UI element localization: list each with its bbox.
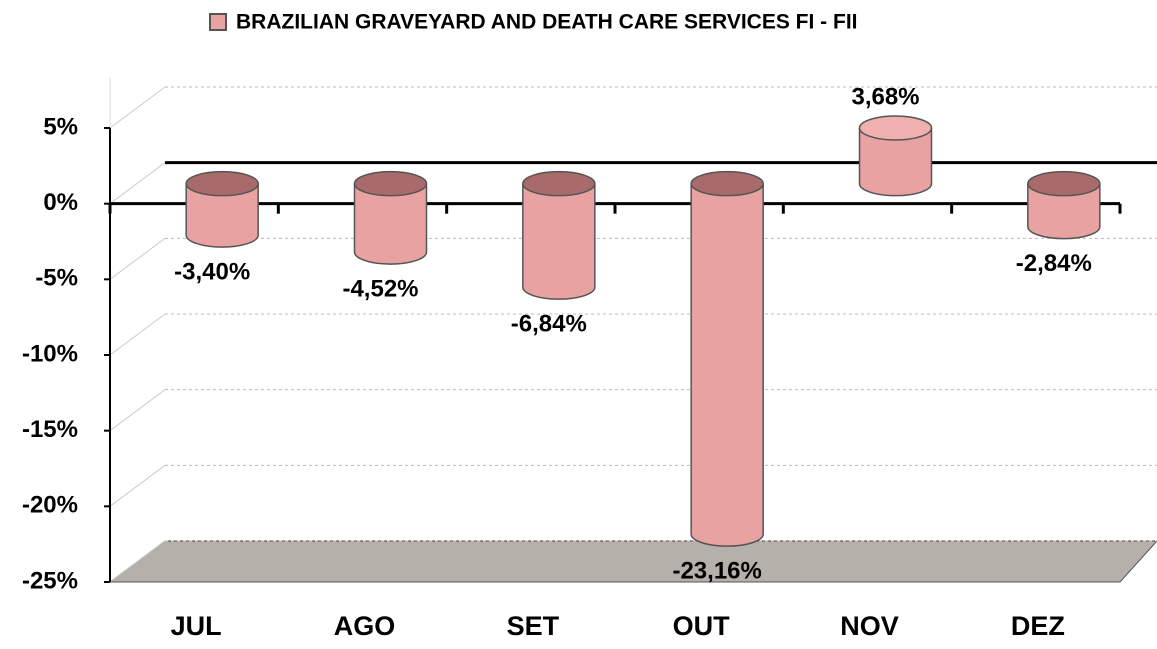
- bar: [353, 183, 428, 265]
- x-tick-label: OUT: [673, 611, 731, 641]
- bar-cap: [522, 170, 596, 197]
- bar-cap: [858, 115, 933, 141]
- bar-cap: [353, 170, 428, 197]
- grid-diagonal: [109, 162, 166, 205]
- legend-swatch: [209, 13, 227, 31]
- y-tick-label: 5%: [43, 113, 78, 140]
- y-tick-label: -5%: [35, 265, 78, 292]
- bar-cap: [185, 170, 259, 197]
- value-label: -2,84%: [1016, 250, 1092, 277]
- bar-cap: [1027, 170, 1101, 197]
- value-label: 3,68%: [851, 83, 919, 110]
- x-tick-label: JUL: [171, 611, 222, 641]
- value-label: -4,52%: [342, 275, 418, 302]
- grid-diagonal: [109, 540, 166, 583]
- grid-diagonal: [109, 389, 166, 432]
- y-tick-label: -25%: [22, 567, 78, 594]
- value-label: -6,84%: [511, 311, 587, 338]
- x-tick-label: NOV: [840, 611, 899, 641]
- y-tick-label: -10%: [22, 340, 78, 367]
- y-tick-label: -20%: [22, 492, 78, 519]
- y-tick-label: 0%: [43, 189, 78, 216]
- value-label: -23,16%: [672, 557, 761, 584]
- bar: [690, 183, 764, 547]
- grid-diagonal: [109, 313, 166, 356]
- bar-cap: [690, 170, 764, 197]
- floor: [108, 540, 1157, 583]
- value-label: -3,40%: [174, 258, 250, 285]
- x-tick-label: AGO: [334, 611, 396, 641]
- y-tick-label: -15%: [22, 416, 78, 443]
- bar: [185, 183, 259, 248]
- grid-diagonal: [109, 464, 166, 507]
- legend-label: BRAZILIAN GRAVEYARD AND DEATH CARE SERVI…: [236, 11, 858, 34]
- grid-diagonal: [109, 237, 166, 280]
- x-tick-label: SET: [507, 611, 560, 641]
- grid-diagonal: [109, 86, 166, 129]
- bar: [522, 183, 596, 300]
- bar: [858, 127, 933, 197]
- bar: [1027, 183, 1101, 240]
- x-tick-label: DEZ: [1011, 611, 1065, 641]
